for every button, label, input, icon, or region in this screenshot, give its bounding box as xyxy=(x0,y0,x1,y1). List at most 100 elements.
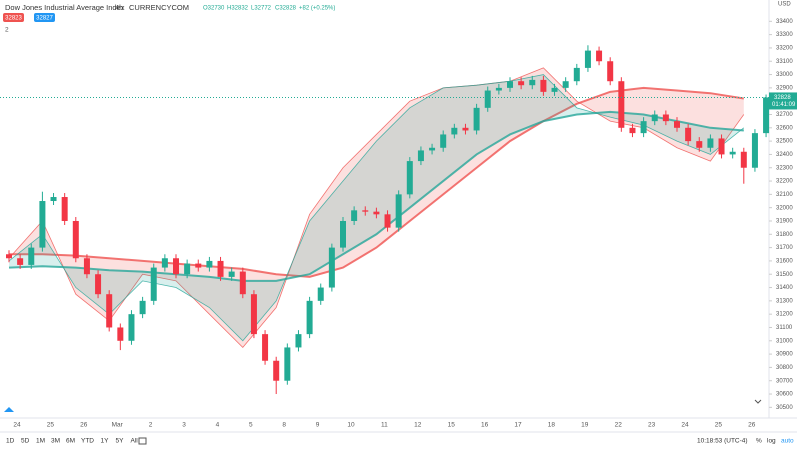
candle-body xyxy=(529,79,536,86)
x-tick-label: Mar xyxy=(112,422,124,429)
y-tick-label: 32600 xyxy=(776,125,793,131)
candle-body xyxy=(740,151,747,168)
candle-body xyxy=(39,201,46,248)
y-tick-label: 31900 xyxy=(776,219,793,225)
indicator-badge xyxy=(34,13,55,22)
y-tick-label: 31800 xyxy=(776,232,793,238)
candle-body xyxy=(751,133,758,168)
last-price-box xyxy=(769,92,797,110)
candle-body xyxy=(562,81,569,88)
last-price: 32828 xyxy=(774,95,791,101)
range-button[interactable]: All xyxy=(131,438,139,445)
ohlc-value: +82 (+0.25%) xyxy=(299,6,335,12)
candle-body xyxy=(618,81,625,128)
x-tick-label: 5 xyxy=(249,422,253,429)
candle-body xyxy=(306,300,313,335)
candle-body xyxy=(17,258,24,265)
range-button[interactable]: 1Y xyxy=(101,438,110,445)
candle-body xyxy=(72,220,79,259)
x-tick-label: 15 xyxy=(448,422,456,429)
x-tick-label: 10 xyxy=(347,422,355,429)
x-tick-label: 18 xyxy=(548,422,556,429)
y-tick-label: 31700 xyxy=(776,245,793,251)
candle-body xyxy=(674,121,680,128)
x-tick-label: 23 xyxy=(648,422,656,429)
range-button[interactable]: 1D xyxy=(6,438,15,445)
candle-body xyxy=(763,97,770,134)
candle-body xyxy=(373,211,380,215)
x-tick-label: 25 xyxy=(47,422,55,429)
candle-body xyxy=(640,121,647,134)
range-button[interactable]: YTD xyxy=(81,438,94,445)
candle-body xyxy=(328,247,335,288)
clock: 10:18:53 (UTC-4) xyxy=(697,438,748,445)
candle-body xyxy=(362,210,369,212)
candle-body xyxy=(217,260,224,277)
x-tick-label: 16 xyxy=(481,422,489,429)
x-tick-label: 24 xyxy=(681,422,689,429)
ohlc-value: C32828 xyxy=(275,6,297,12)
ohlc-value: L32772 xyxy=(251,6,272,12)
scale-option[interactable]: log xyxy=(767,438,776,445)
y-tick-label: 33300 xyxy=(776,32,793,38)
candle-body xyxy=(685,127,692,142)
scale-option[interactable]: % xyxy=(756,438,762,445)
candle-body xyxy=(195,263,202,268)
x-tick-label: 2 xyxy=(149,422,153,429)
candle-body xyxy=(117,327,124,341)
range-button[interactable]: 5D xyxy=(21,438,30,445)
y-tick-label: 30500 xyxy=(776,405,793,411)
indicator-toggle[interactable]: 2 xyxy=(5,27,9,34)
candle-body xyxy=(573,67,580,82)
x-tick-label: 26 xyxy=(748,422,756,429)
candle-body xyxy=(473,107,480,131)
candle-body xyxy=(584,50,591,68)
y-tick-label: 30800 xyxy=(776,365,793,371)
y-tick-label: 32000 xyxy=(776,205,793,211)
candle-body xyxy=(317,287,324,301)
candle-body xyxy=(662,114,669,122)
y-tick-label: 31200 xyxy=(776,312,793,318)
candle-body xyxy=(106,294,113,328)
y-tick-label: 30600 xyxy=(776,392,793,398)
y-tick-label: 32100 xyxy=(776,192,793,198)
x-tick-label: 8 xyxy=(282,422,286,429)
candle-body xyxy=(440,134,447,148)
x-tick-label: 22 xyxy=(615,422,623,429)
scroll-button[interactable] xyxy=(754,399,762,404)
range-button[interactable]: 6M xyxy=(66,438,75,445)
candle-body xyxy=(161,258,168,268)
candle-body xyxy=(629,127,636,134)
candle-body xyxy=(351,210,358,221)
y-tick-label: 33000 xyxy=(776,72,793,78)
y-tick-label: 32500 xyxy=(776,139,793,145)
scale-option[interactable]: auto xyxy=(781,438,794,445)
x-tick-label: 26 xyxy=(80,422,88,429)
candle-body xyxy=(540,79,547,92)
y-tick-label: 33100 xyxy=(776,59,793,65)
candle-body xyxy=(507,81,513,88)
date-range-icon[interactable] xyxy=(138,437,147,445)
y-tick-label: 30700 xyxy=(776,378,793,384)
indicator-value: 32823 xyxy=(5,15,22,21)
candle-body xyxy=(518,81,525,86)
symbol-title[interactable]: Dow Jones Industrial Average Index xyxy=(5,3,125,12)
range-button[interactable]: 1M xyxy=(36,438,45,445)
x-tick-label: 11 xyxy=(381,422,388,429)
y-tick-label: 30900 xyxy=(776,352,793,358)
candle-body xyxy=(607,61,614,82)
logo-icon[interactable] xyxy=(4,407,14,412)
indicator-badge xyxy=(3,13,24,22)
range-button[interactable]: 5Y xyxy=(116,438,125,445)
candle-body xyxy=(150,267,157,301)
range-button[interactable]: 3M xyxy=(51,438,60,445)
interval[interactable]: 4h xyxy=(115,3,123,12)
y-tick-label: 31000 xyxy=(776,338,793,344)
y-tick-label: 31100 xyxy=(776,325,793,331)
candle-body xyxy=(395,194,402,228)
candle-body xyxy=(729,151,736,155)
candle-body xyxy=(128,314,135,341)
y-tick-label: 31600 xyxy=(776,258,793,264)
